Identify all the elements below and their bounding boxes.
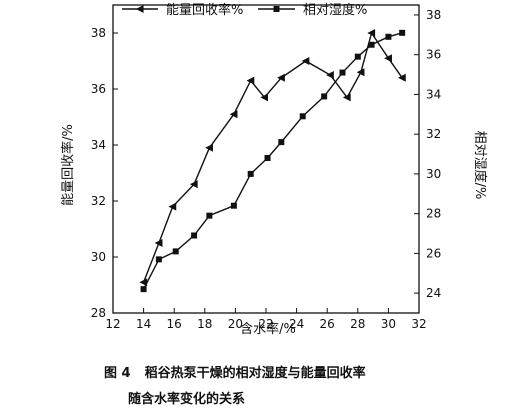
- x-tick-label: 14: [136, 317, 151, 331]
- point-square: [385, 33, 392, 40]
- legend-marker-square: [273, 6, 280, 12]
- y-left-tick-label: 32: [91, 194, 106, 208]
- point-square: [399, 29, 406, 36]
- legend: 能量回收率% 相对湿度%: [122, 2, 367, 18]
- point-triangle: [342, 93, 351, 102]
- point-triangle: [168, 202, 177, 211]
- point-triangle: [301, 57, 310, 65]
- y-left-tick-label: 34: [91, 138, 106, 152]
- x-tick-label: 22: [258, 317, 273, 331]
- y-axis-left: 28 30 32 34 36 38: [91, 26, 118, 320]
- x-tick-label: 18: [197, 317, 212, 331]
- y-left-tick-label: 28: [91, 306, 106, 320]
- x-tick-label: 28: [350, 317, 365, 331]
- series-line-1: [142, 31, 403, 283]
- point-triangle: [229, 110, 238, 119]
- x-tick-label: 32: [411, 317, 426, 331]
- point-square: [206, 212, 213, 219]
- point-square: [339, 69, 346, 76]
- y-left-tick-label: 36: [91, 82, 106, 96]
- figure-caption-line1: 图 4 稻谷热泵干燥的相对湿度与能量回收率: [104, 362, 366, 381]
- point-square: [278, 139, 285, 146]
- y-right-tick-label: 30: [426, 167, 441, 181]
- point-triangle: [139, 278, 148, 287]
- y-axis-left-label: 能量回收率/%: [60, 124, 76, 206]
- point-square: [321, 93, 328, 100]
- legend-label-2: 相对湿度%: [303, 2, 367, 18]
- point-square: [264, 155, 271, 162]
- point-square: [354, 53, 361, 60]
- point-square: [155, 256, 162, 263]
- point-triangle: [326, 71, 334, 79]
- x-tick-label: 16: [167, 317, 182, 331]
- point-triangle: [367, 29, 376, 37]
- y-right-tick-label: 32: [426, 127, 441, 141]
- caption-text-2: 随含水率变化的关系: [128, 392, 246, 407]
- x-tick-label: 30: [381, 317, 396, 331]
- point-square: [230, 202, 237, 209]
- point-square: [172, 248, 179, 255]
- point-square: [140, 286, 147, 293]
- series-line-2: [142, 32, 403, 290]
- point-triangle: [205, 143, 213, 152]
- series-layer: [139, 29, 406, 293]
- x-tick-label: 12: [105, 317, 120, 331]
- figure-caption-line2: 随含水率变化的关系: [128, 388, 245, 407]
- point-triangle: [260, 93, 269, 102]
- y-left-tick-label: 38: [91, 26, 106, 40]
- point-triangle: [246, 76, 255, 85]
- point-triangle: [189, 180, 198, 189]
- x-tick-label: 20: [228, 317, 243, 331]
- point-triangle: [384, 54, 392, 63]
- y-right-tick-label: 28: [426, 207, 441, 221]
- x-tick-label: 24: [289, 317, 304, 331]
- point-triangle: [277, 73, 285, 82]
- x-axis: 12 14 16 18 20 22 24 26 28 30 32: [105, 308, 427, 331]
- legend-label-1: 能量回收率%: [166, 2, 243, 18]
- point-triangle: [397, 73, 406, 82]
- caption-text-1: 稻谷热泵干燥的相对湿度与能量回收率: [144, 366, 366, 381]
- point-triangle: [154, 239, 163, 247]
- y-right-tick-label: 24: [426, 286, 441, 300]
- y-right-tick-label: 36: [426, 48, 441, 62]
- x-axis-label: 含水率/%: [240, 321, 296, 337]
- point-square: [247, 170, 254, 177]
- chart: 12 14 16 18 20 22 24 26 28 30 32 28 30 32 34 36 38 24 26…: [60, 2, 488, 337]
- point-triangle: [356, 68, 365, 77]
- y-right-tick-label: 38: [426, 8, 441, 22]
- legend-marker-triangle: [135, 5, 144, 13]
- figure-label: 图 4: [104, 366, 131, 381]
- point-square: [368, 41, 375, 48]
- x-tick-label: 26: [320, 317, 335, 331]
- y-axis-right-label: 相对湿度/%: [472, 131, 488, 200]
- y-axis-right: 24 26 28 30 32 34 36 38: [414, 8, 441, 300]
- y-right-tick-label: 26: [426, 246, 441, 260]
- y-right-tick-label: 34: [426, 87, 441, 101]
- point-square: [191, 232, 198, 239]
- y-left-tick-label: 30: [91, 250, 106, 264]
- point-square: [299, 113, 306, 120]
